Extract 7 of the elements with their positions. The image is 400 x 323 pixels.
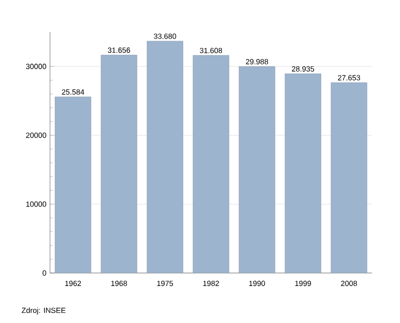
bar [146, 40, 184, 273]
bar [238, 66, 276, 273]
bar [284, 74, 322, 273]
bar [54, 96, 92, 273]
bar [330, 82, 368, 273]
bar [100, 54, 138, 273]
bar [192, 55, 230, 273]
